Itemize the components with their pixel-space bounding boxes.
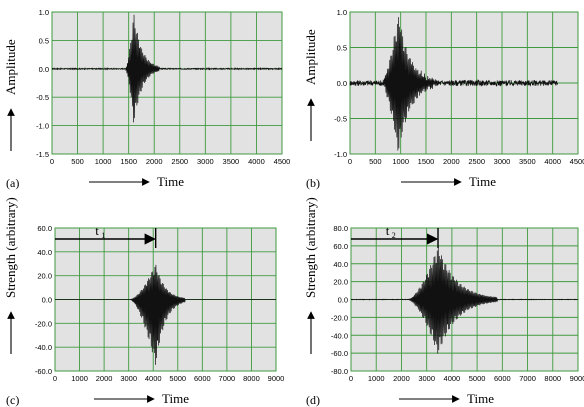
x-tick-label: 0 <box>50 157 54 166</box>
y-tick-label: 60.0 <box>333 242 348 251</box>
x-tick-label: 4500 <box>570 157 584 166</box>
y-tick-label: 20.0 <box>333 278 348 287</box>
x-tick-label: 3000 <box>120 374 137 383</box>
x-tick-label: 3000 <box>494 157 511 166</box>
signal-line <box>55 264 276 365</box>
y-tick-label: -40.0 <box>331 331 348 340</box>
arrival-label: t <box>386 223 390 238</box>
x-tick-label: 2500 <box>171 157 188 166</box>
x-tick-label: 4500 <box>274 157 291 166</box>
panel-c: 0 1000 2000 3000 4000 5000 6000 7000 8000 9000 60.… <box>3 197 284 407</box>
y-tick-label: 0.5 <box>337 44 347 53</box>
x-tick-label: 5000 <box>169 374 186 383</box>
y-tick-label: 0.0 <box>338 296 348 305</box>
x-tick-label: 2000 <box>393 374 410 383</box>
x-tick-label: 1000 <box>392 157 409 166</box>
y-tick-label: -40.0 <box>35 343 52 352</box>
y-tick-label: 60.0 <box>37 224 52 233</box>
x-tick-label: 0 <box>53 374 57 383</box>
y-tick-label: 20.0 <box>37 272 52 281</box>
signal-line <box>51 14 283 123</box>
x-tick-label: 8000 <box>243 374 260 383</box>
x-tick-label: 3500 <box>519 157 536 166</box>
y-tick-label: -0.5 <box>36 93 49 102</box>
y-tick-label: -60.0 <box>35 367 52 376</box>
x-tick-label: 2000 <box>146 157 163 166</box>
signal-line <box>349 17 559 151</box>
x-axis-title: Time <box>162 391 189 406</box>
x-axis-title: Time <box>467 391 494 406</box>
panel-a: 0 500 1000 1500 2000 2500 3000 3500 4000 4500 1.0 0… <box>3 8 290 190</box>
y-axis-title: Strength (arbitrary) <box>3 197 18 298</box>
y-tick-label: 1.0 <box>337 8 347 17</box>
x-tick-label: 6000 <box>194 374 211 383</box>
x-tick-label: 3500 <box>223 157 240 166</box>
y-tick-label: -20.0 <box>35 319 52 328</box>
x-tick-label: 4000 <box>444 374 461 383</box>
arrival-subscript: 2 <box>392 231 396 240</box>
y-tick-label: -20.0 <box>331 313 348 322</box>
panel-label: (a) <box>6 176 19 190</box>
y-tick-label: -80.0 <box>331 367 348 376</box>
y-tick-label: -1.0 <box>36 122 49 131</box>
arrival-label: t <box>95 223 99 238</box>
y-tick-label: 40.0 <box>333 260 348 269</box>
y-tick-label: -0.5 <box>334 115 347 124</box>
x-tick-label: 3000 <box>418 374 435 383</box>
y-tick-label: 0.0 <box>337 79 347 88</box>
x-tick-label: 7000 <box>519 374 536 383</box>
x-tick-label: 4000 <box>544 157 561 166</box>
x-tick-label: 0 <box>348 157 352 166</box>
plot-border <box>51 11 283 155</box>
x-tick-label: 4000 <box>248 157 265 166</box>
x-tick-label: 1000 <box>95 157 112 166</box>
panel-label: (d) <box>306 393 320 407</box>
x-tick-label: 1500 <box>120 157 137 166</box>
panel-label: (b) <box>306 176 320 190</box>
x-axis-title: Time <box>469 174 496 189</box>
x-tick-label: 3000 <box>197 157 214 166</box>
y-tick-label: 1.0 <box>39 8 49 17</box>
y-axis-title: Strength (arbitrary) <box>303 197 318 298</box>
plot-area <box>52 12 282 154</box>
x-tick-label: 4000 <box>145 374 162 383</box>
x-tick-label: 1000 <box>368 374 385 383</box>
y-tick-label: 0.5 <box>39 36 49 45</box>
panel-d: 0 1000 2000 3000 4000 5000 6000 7000 8000 9000 80.… <box>303 197 584 407</box>
y-tick-label: -1.0 <box>334 150 347 159</box>
x-tick-label: 6000 <box>494 374 511 383</box>
x-tick-label: 9000 <box>268 374 285 383</box>
x-tick-label: 2000 <box>443 157 460 166</box>
y-axis-title: Amplitude <box>3 39 18 95</box>
y-tick-label: 0.0 <box>39 65 49 74</box>
arrival-subscript: 1 <box>101 231 105 240</box>
y-tick-label: 40.0 <box>37 248 52 257</box>
y-axis-title: Amplitude <box>303 29 318 85</box>
y-tick-label: 80.0 <box>333 224 348 233</box>
x-tick-label: 1500 <box>418 157 435 166</box>
panel-b: 0 500 1000 1500 2000 2500 3000 3500 4000 4500 1.0 0… <box>303 8 584 190</box>
y-tick-label: -60.0 <box>331 349 348 358</box>
y-tick-label: 0.0 <box>42 296 52 305</box>
x-tick-label: 500 <box>369 157 382 166</box>
x-tick-label: 5000 <box>469 374 486 383</box>
x-tick-label: 0 <box>349 374 353 383</box>
x-tick-label: 1000 <box>71 374 88 383</box>
y-tick-label: -1.5 <box>36 150 49 159</box>
x-tick-label: 9000 <box>570 374 584 383</box>
x-tick-label: 2000 <box>96 374 113 383</box>
x-axis-title: Time <box>157 174 184 189</box>
x-tick-label: 7000 <box>219 374 236 383</box>
x-tick-label: 500 <box>71 157 84 166</box>
x-tick-label: 8000 <box>544 374 561 383</box>
signal-line <box>350 246 579 354</box>
panel-label: (c) <box>6 393 19 407</box>
x-tick-label: 2500 <box>468 157 485 166</box>
